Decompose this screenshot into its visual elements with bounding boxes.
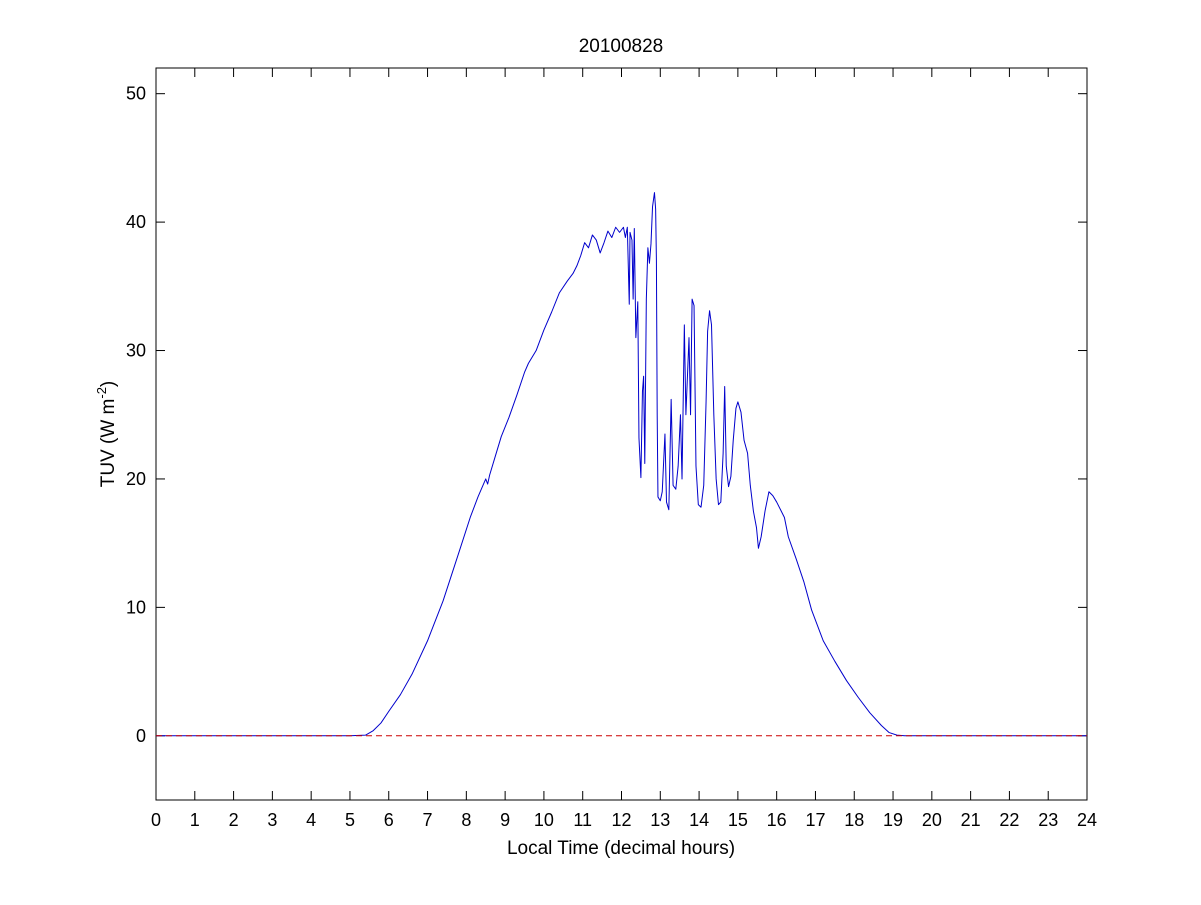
x-tick-label: 11 bbox=[573, 810, 592, 830]
x-tick-label: 6 bbox=[384, 810, 394, 830]
x-tick-label: 8 bbox=[461, 810, 471, 830]
y-tick-label: 0 bbox=[136, 726, 146, 746]
x-tick-label: 21 bbox=[961, 810, 981, 830]
x-tick-label: 17 bbox=[805, 810, 825, 830]
x-tick-label: 9 bbox=[500, 810, 510, 830]
x-tick-label: 15 bbox=[728, 810, 748, 830]
x-tick-label: 22 bbox=[999, 810, 1019, 830]
y-tick-label: 40 bbox=[126, 212, 146, 232]
x-tick-label: 18 bbox=[844, 810, 864, 830]
y-tick-label: 50 bbox=[126, 84, 146, 104]
x-tick-label: 2 bbox=[229, 810, 239, 830]
x-tick-label: 24 bbox=[1077, 810, 1097, 830]
x-tick-label: 14 bbox=[689, 810, 709, 830]
x-tick-label: 23 bbox=[1038, 810, 1058, 830]
y-axis-ticks: 0 10 20 30 40 50 bbox=[126, 84, 1087, 746]
x-tick-label: 7 bbox=[423, 810, 433, 830]
x-tick-label: 10 bbox=[534, 810, 554, 830]
series-layer bbox=[156, 192, 1087, 737]
x-tick-label: 5 bbox=[345, 810, 355, 830]
x-tick-label: 4 bbox=[306, 810, 316, 830]
y-tick-label: 10 bbox=[126, 597, 146, 617]
x-tick-label: 3 bbox=[267, 810, 277, 830]
y-tick-label: 30 bbox=[126, 341, 146, 361]
chart-title: 20100828 bbox=[579, 36, 664, 57]
x-tick-label: 19 bbox=[883, 810, 903, 830]
x-axis-ticks: 0 1 2 3 4 5 6 7 8 9 10 11 12 13 14 15 16 17 18 19 20 21 22 23 24 bbox=[151, 68, 1097, 830]
x-tick-label: 16 bbox=[767, 810, 787, 830]
y-tick-label: 20 bbox=[126, 469, 146, 489]
plot-area bbox=[155, 67, 1088, 801]
x-axis-title: Local Time (decimal hours) bbox=[507, 838, 735, 859]
x-tick-label: 1 bbox=[190, 810, 200, 830]
tuv-series-line bbox=[156, 192, 1087, 737]
y-axis-title: TUV (W m-2) bbox=[94, 381, 119, 488]
x-tick-label: 20 bbox=[922, 810, 942, 830]
x-tick-label: 12 bbox=[611, 810, 631, 830]
x-tick-label: 13 bbox=[650, 810, 670, 830]
x-tick-label: 0 bbox=[151, 810, 161, 830]
